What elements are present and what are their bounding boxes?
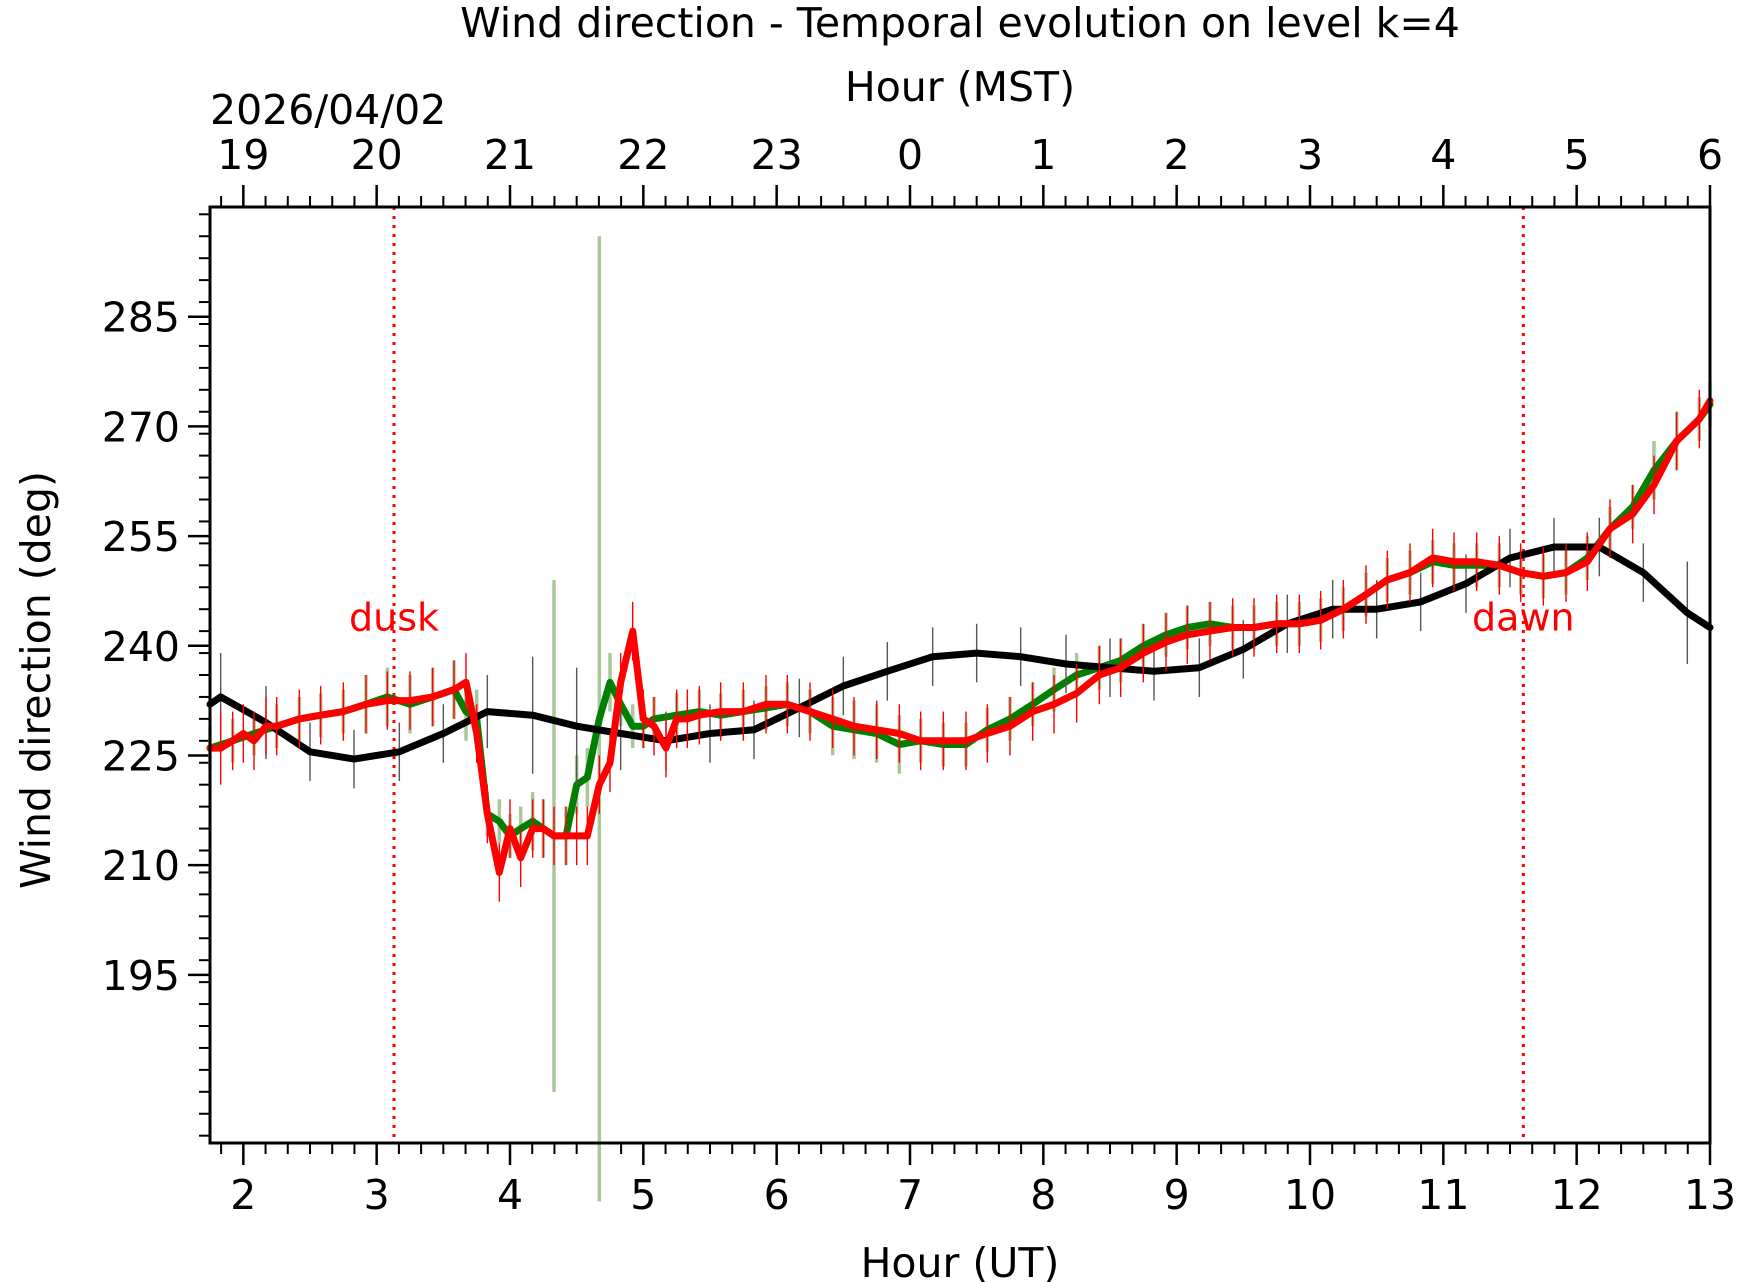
chart-data-layer: dusk dawn [206,207,1714,1202]
x-tick-label: 8 [1030,1171,1056,1219]
x-tick-label: 5 [630,1171,656,1219]
x2-tick-label: 5 [1564,131,1590,179]
x2-tick-label: 6 [1697,131,1723,179]
x-tick-label: 9 [1164,1171,1190,1219]
x-tick-label: 13 [1684,1171,1736,1219]
x2-tick-label: 4 [1430,131,1456,179]
x-tick-label: 6 [764,1171,790,1219]
dusk-label: dusk [349,596,439,640]
y-tick-label: 210 [102,842,180,890]
x2-tick-label: 3 [1297,131,1323,179]
series-1-group [206,236,1714,1202]
y-tick-label: 285 [102,294,180,342]
x-tick-label: 4 [497,1171,523,1219]
chart-title: Wind direction - Temporal evolution on l… [460,0,1460,47]
y-tick-label: 255 [102,513,180,561]
x2-tick-label: 23 [751,131,803,179]
chart-axes: 2193204215226237081921031141251361952102… [102,131,1736,1219]
series-2-group [206,371,1714,902]
x2-tick-label: 1 [1030,131,1056,179]
x-tick-label: 10 [1284,1171,1336,1219]
y-tick-label: 270 [102,403,180,451]
y-tick-label: 240 [102,623,180,671]
x-axis-label: Hour (UT) [861,1239,1060,1282]
x-tick-label: 2 [230,1171,256,1219]
top-axis-label: Hour (MST) [845,63,1075,111]
series-3-line [206,543,1714,763]
y-tick-label: 195 [102,952,180,1000]
y-axis-label: Wind direction (deg) [12,471,60,889]
series-2-line [206,397,1714,876]
x-tick-label: 11 [1417,1171,1469,1219]
dawn-label: dawn [1472,596,1575,640]
x2-tick-label: 21 [484,131,536,179]
x-tick-label: 12 [1551,1171,1603,1219]
x2-tick-label: 19 [217,131,269,179]
x2-tick-label: 2 [1164,131,1190,179]
x2-tick-label: 22 [617,131,669,179]
y-tick-label: 225 [102,732,180,780]
x2-tick-label: 20 [351,131,403,179]
x-tick-label: 3 [364,1171,390,1219]
x2-tick-label: 0 [897,131,923,179]
x-tick-label: 7 [897,1171,923,1219]
plot-frame [208,205,1712,1145]
plot-frame-border [208,205,1712,1145]
date-label: 2026/04/02 [210,86,446,134]
